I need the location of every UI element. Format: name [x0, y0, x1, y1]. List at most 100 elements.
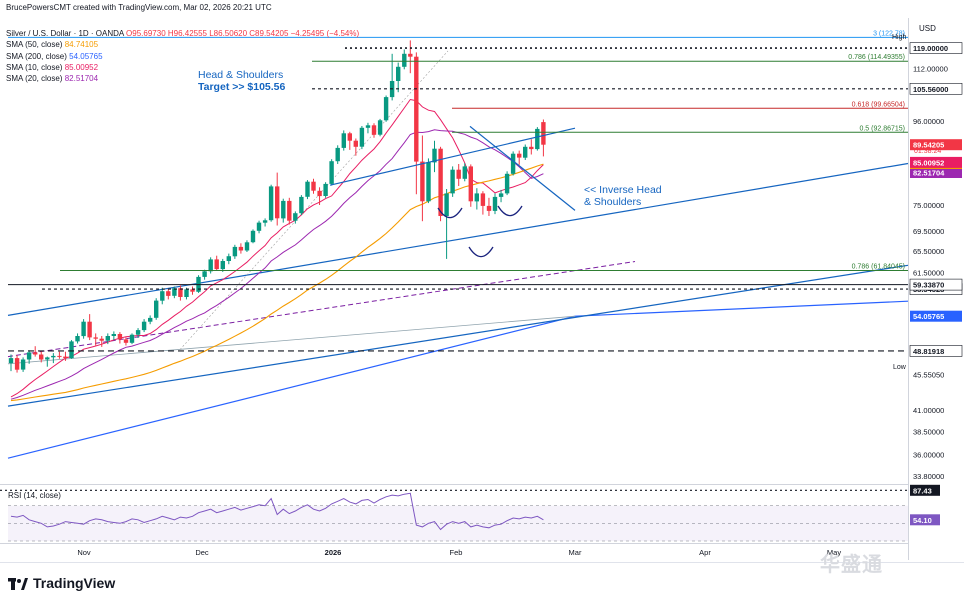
candle-body [426, 162, 431, 202]
candle-body [535, 128, 540, 150]
rsi-value-label: 54.10 [913, 516, 932, 525]
candle-body [383, 97, 389, 121]
sma-10-row[interactable]: SMA (10, close) 85.00952 [6, 62, 359, 73]
candle-body [341, 133, 346, 148]
candle-body [45, 357, 50, 360]
drawings [329, 125, 576, 258]
price-tick: 33.80000 [913, 472, 944, 481]
candle-body [8, 358, 14, 364]
candle-body [281, 200, 286, 219]
sma-20-row[interactable]: SMA (20, close) 82.51704 [6, 73, 359, 84]
left-shoulder-arc [437, 207, 463, 219]
fib-line-label: 0.618 (99.66504) [852, 101, 905, 108]
candle-body [166, 291, 171, 296]
candle-body [105, 336, 110, 341]
candle-body [20, 359, 26, 370]
candle-body [275, 186, 280, 219]
rsi-line [10, 492, 544, 531]
candle-body [81, 321, 86, 337]
candle-body [268, 186, 274, 221]
candle-body [178, 288, 183, 297]
sma-20-label: SMA (20, close) [6, 74, 63, 84]
candle-body [226, 256, 231, 261]
sma-200-line [7, 315, 576, 459]
candle-body [232, 246, 238, 257]
price-label: 59.33870 [913, 281, 944, 290]
descending-trend-line [469, 125, 576, 211]
price-tick: 36.00000 [913, 450, 944, 459]
candle-body [250, 230, 256, 243]
price-label: 48.81918 [913, 347, 944, 356]
price-tick: 38.50000 [913, 428, 944, 437]
neckline-rising [329, 127, 576, 186]
candle-body [402, 53, 407, 67]
price-axis[interactable]: 33.80000 36.00000 38.50000 41.00000 45.55050… [909, 42, 963, 481]
time-tick: May [827, 548, 841, 557]
candle-body [504, 173, 510, 194]
fib-line-label: 3 (122.78) [873, 30, 905, 37]
high-label: High [892, 34, 907, 41]
rsi-value-box [910, 514, 940, 526]
price-label: 85.00952 [913, 158, 944, 167]
candle-body [329, 161, 334, 184]
upper-channel-line [7, 162, 909, 316]
symbol-row[interactable]: Silver / U.S. Dollar · 1D · OANDA O95.69… [6, 28, 359, 39]
candle-body [365, 125, 371, 128]
candle-body [208, 259, 213, 272]
trendlines [7, 50, 909, 459]
low-label: Low [893, 364, 907, 371]
candle-body [220, 261, 225, 270]
header-text: BrucePowersCMT created with TradingView.… [6, 3, 272, 12]
candle-body [438, 148, 443, 216]
symbol-name: Silver / U.S. Dollar · 1D · OANDA [6, 29, 124, 38]
price-label-box [910, 139, 962, 151]
tradingview-logo-text: TradingView [33, 575, 116, 591]
candle-body [414, 56, 419, 162]
candle-body [523, 146, 528, 158]
thin-dotted-trend [179, 50, 449, 350]
candle-body [311, 181, 316, 191]
candles [8, 40, 546, 373]
tradingview-logo[interactable]: TradingView [8, 575, 115, 591]
candle-body [214, 259, 219, 270]
price-tick: 41.00000 [913, 406, 944, 415]
candle-body [123, 339, 129, 343]
candle-body [117, 334, 123, 340]
time-axis[interactable]: Nov Dec 2026 Feb Mar Apr May [77, 548, 841, 557]
price-label: 82.51704 [913, 169, 945, 178]
sma-50-row[interactable]: SMA (50, close) 84.74105 [6, 39, 359, 50]
fib-price-lines: 3 (122.78) 0.786 (114.49355) 0.618 (99.665… [8, 30, 908, 352]
candle-body [474, 193, 479, 202]
chart-header: BrucePowersCMT created with TradingView.… [6, 3, 272, 12]
sma-200-row[interactable]: SMA (200, close) 54.05765 [6, 51, 359, 62]
candle-body [87, 321, 92, 338]
candle-body [99, 338, 104, 341]
price-label: 89.54205 [913, 141, 944, 150]
candle-body [202, 271, 207, 277]
price-tick: 69.50000 [913, 227, 944, 236]
candle-body [287, 200, 292, 221]
watermark-text: 华盛通 [820, 554, 883, 576]
hs-annotation-line1: Head & Shoulders [198, 69, 283, 81]
tradingview-logo-icon [8, 577, 28, 590]
candle-body [26, 352, 32, 360]
fib-line-label: 0.786 (114.49355) [848, 54, 905, 61]
fib-line-label: 0.5 (92.86715) [859, 125, 905, 132]
rsi-label: RSI (14, close) [8, 491, 61, 500]
candle-body [184, 289, 189, 297]
price-label-box [910, 156, 962, 168]
candle-body [39, 354, 44, 360]
sma-10-value: 85.00952 [64, 62, 99, 72]
candle-body [498, 193, 504, 197]
candle-body [57, 355, 62, 357]
candle-body [190, 289, 195, 292]
fib-line-label: 0.786 (61.84045) [852, 264, 905, 271]
currency-label[interactable]: USD [919, 24, 936, 33]
candle-body [480, 193, 486, 206]
price-label-box [910, 310, 962, 322]
time-tick: Mar [569, 548, 582, 557]
candle-body [238, 246, 244, 251]
sma-50-label: SMA (50, close) [6, 40, 63, 50]
time-tick: Dec [195, 548, 209, 557]
